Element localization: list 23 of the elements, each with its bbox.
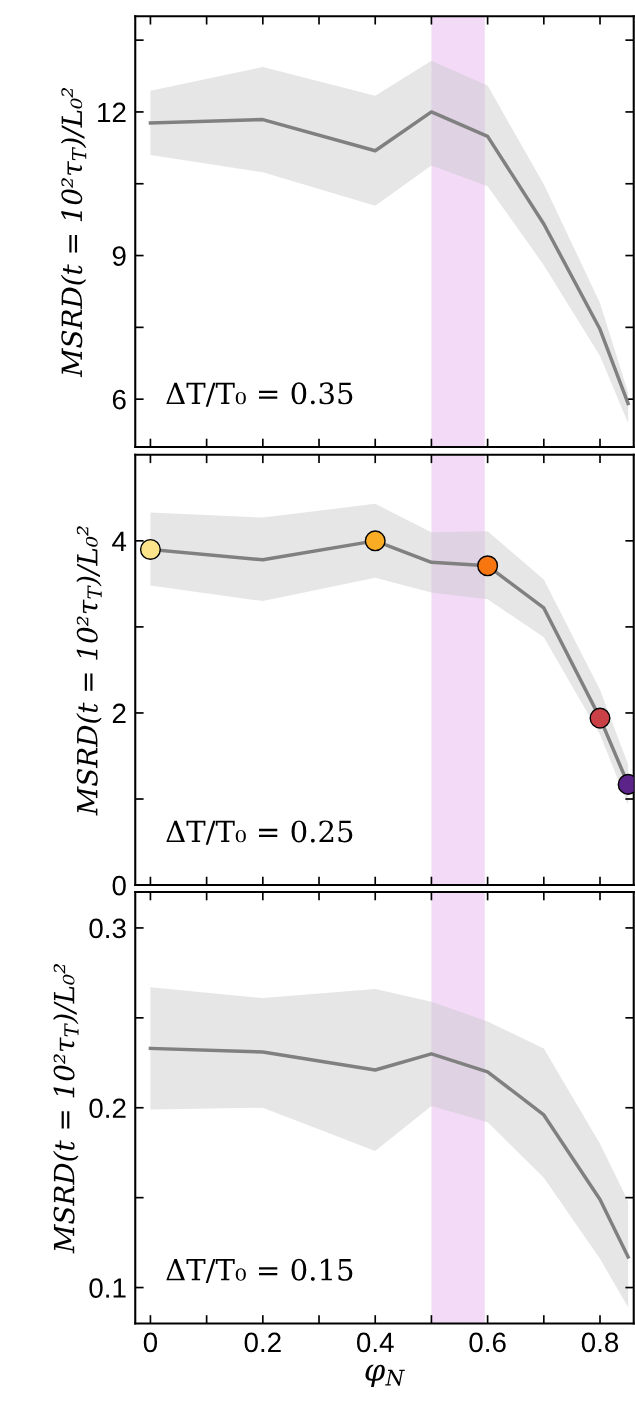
x-tick-label: 0 xyxy=(143,1332,158,1353)
line-series xyxy=(148,110,630,406)
y-axis-title: MSRD(t = 10²τ$_{T}$)/L₀² xyxy=(60,87,87,378)
y-tick-label: 0.1 xyxy=(89,1278,126,1298)
x-tick-label: 0.8 xyxy=(581,1332,619,1353)
x-axis-title: φ$_{N}$ xyxy=(365,1364,405,1388)
y-axis-title: MSRD(t = 10²τ$_{T}$)/L₀² xyxy=(53,964,79,1254)
x-tick-label: 0.4 xyxy=(357,1332,394,1353)
x-tick-label: 0.2 xyxy=(244,1332,281,1353)
y-tick-label: 9 xyxy=(112,246,126,266)
y-tick-label: 0.3 xyxy=(89,918,126,939)
y-tick-label: 4 xyxy=(112,531,127,551)
y-tick-label: 12 xyxy=(98,102,126,122)
annotation: ΔT/T₀ = 0.35 xyxy=(166,382,353,407)
annotation: ΔT/T₀ = 0.15 xyxy=(166,1258,353,1284)
y-axis-title: MSRD(t = 10²τ$_{T}$)/L₀² xyxy=(76,526,102,816)
x-tick-label: 0.6 xyxy=(469,1332,506,1353)
y-tick-label: 0 xyxy=(112,875,126,896)
y-tick-label: 2 xyxy=(112,703,126,724)
y-tick-label: 6 xyxy=(112,389,126,410)
line-series xyxy=(148,1046,630,1259)
annotation: ΔT/T₀ = 0.25 xyxy=(166,820,353,845)
y-tick-label: 0.2 xyxy=(89,1098,126,1119)
